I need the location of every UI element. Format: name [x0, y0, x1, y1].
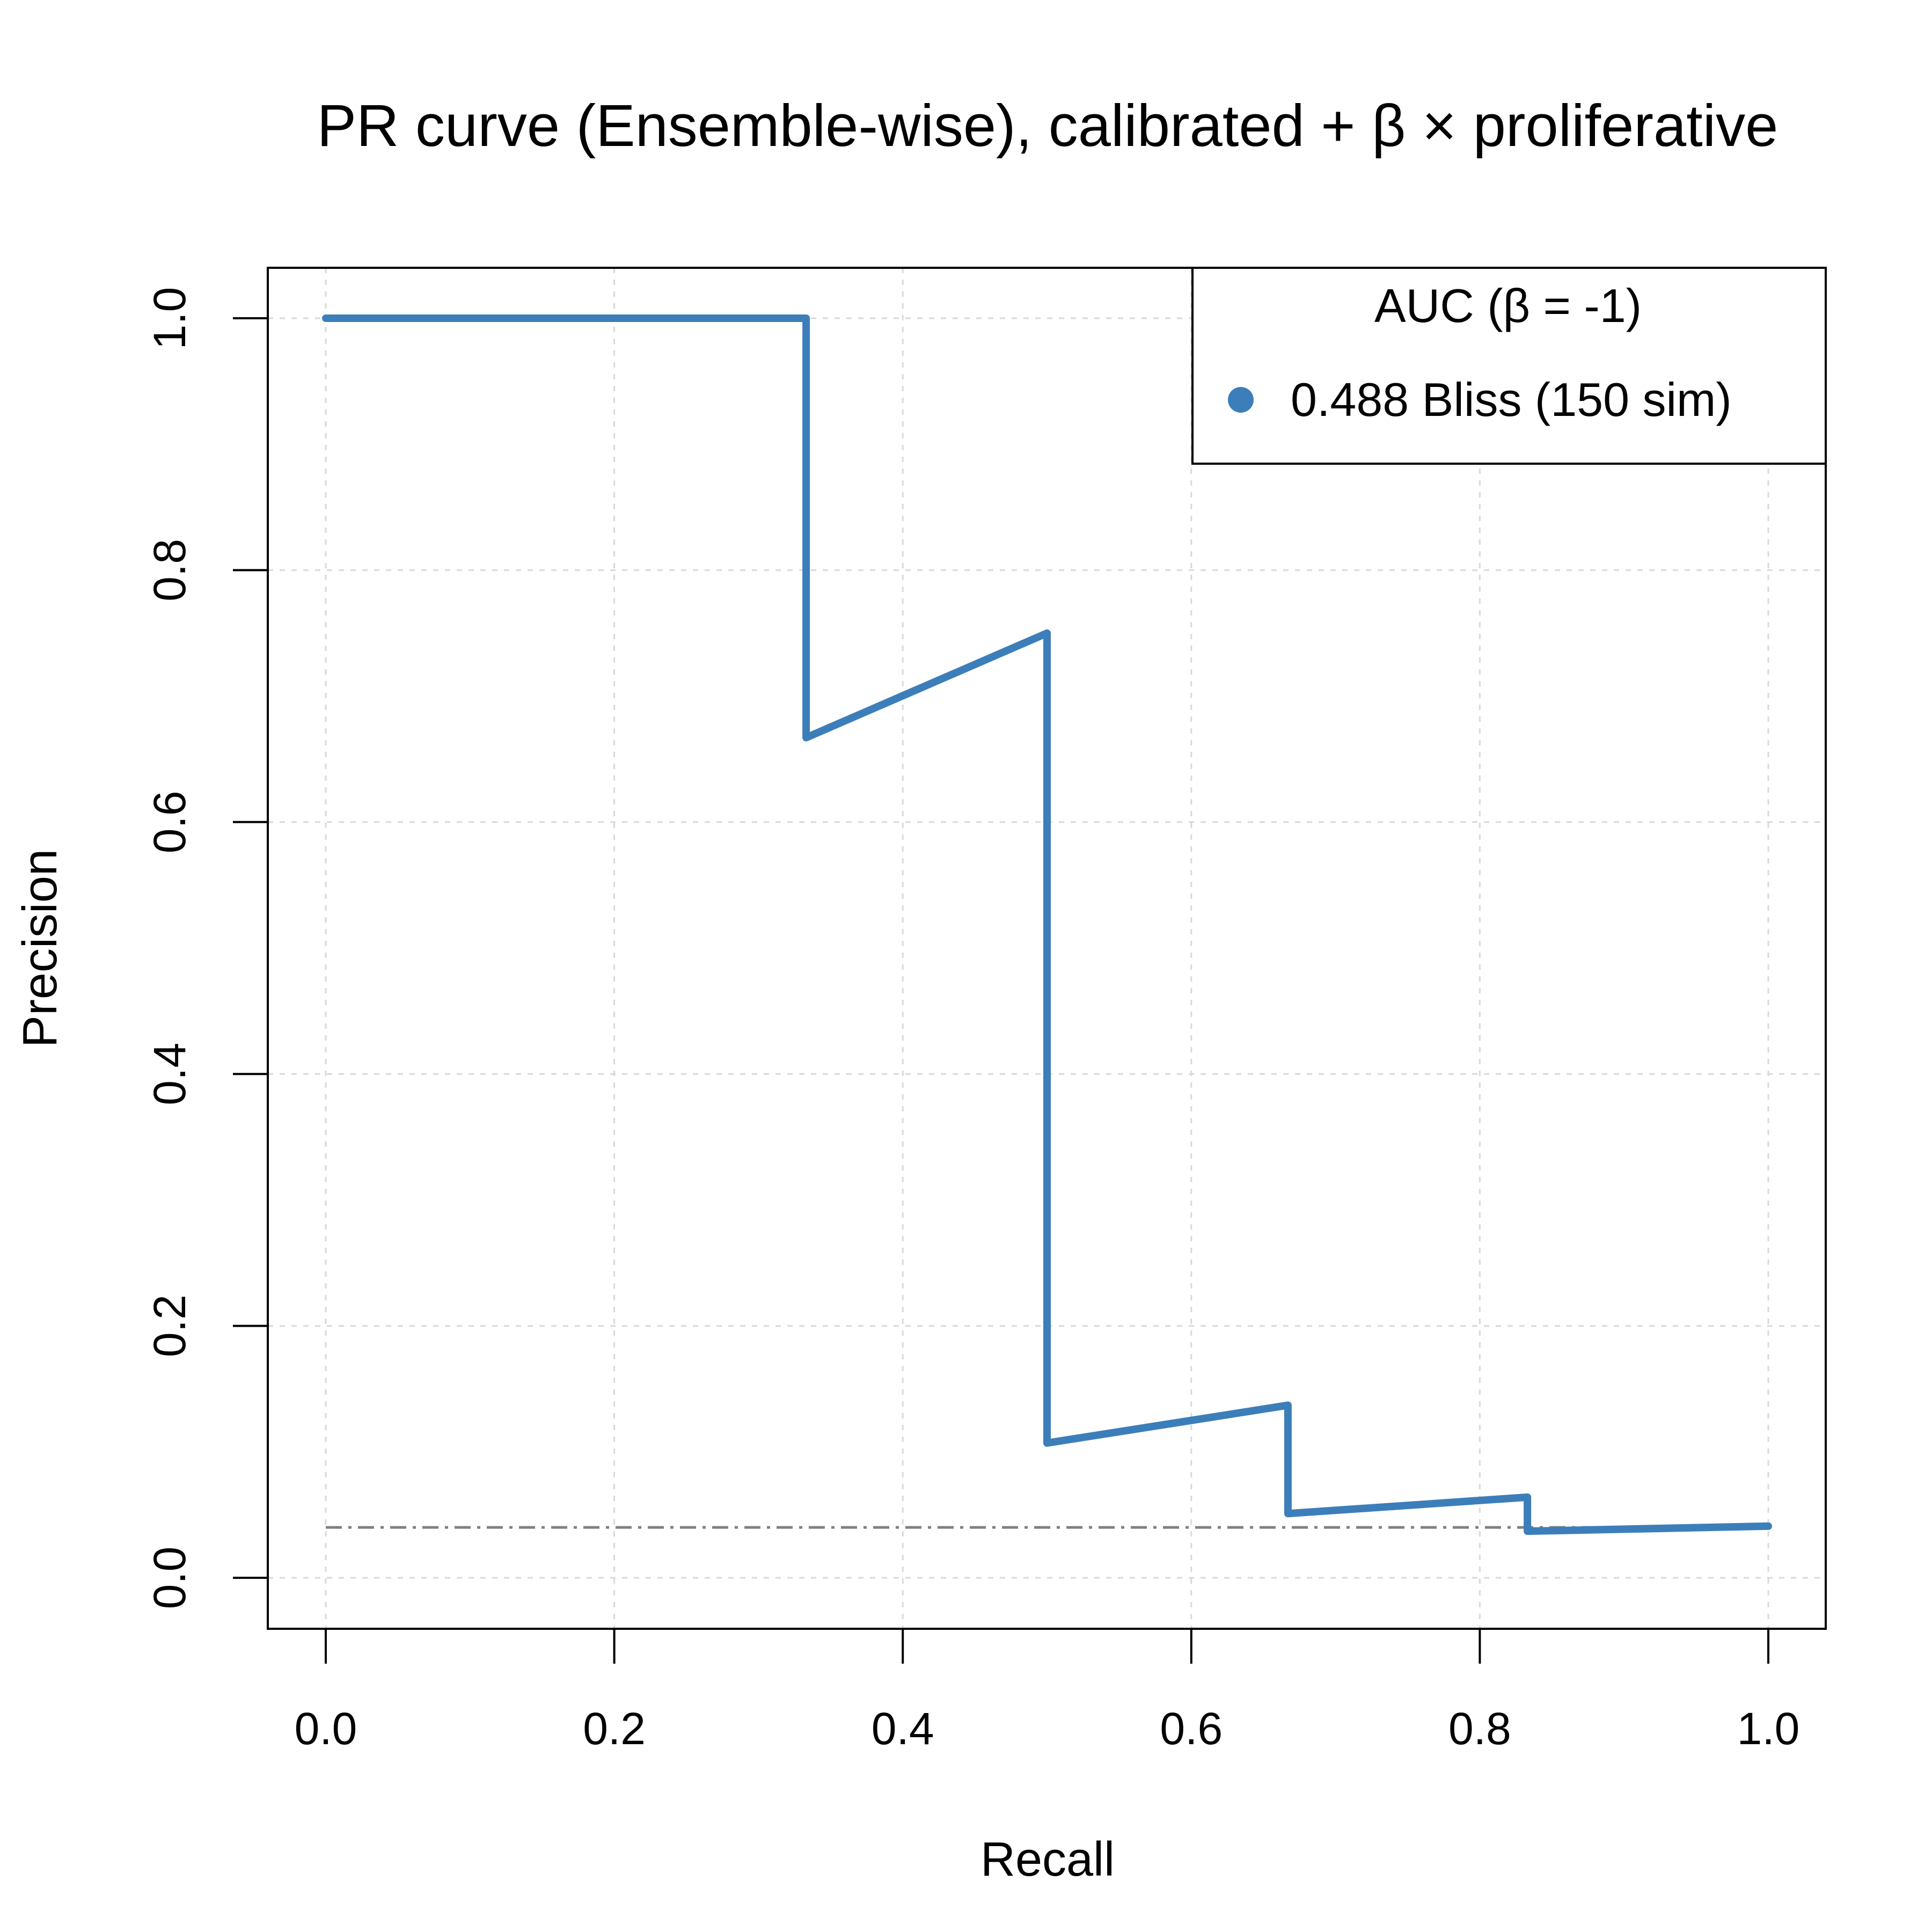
data-point: [1045, 631, 1049, 635]
y-tick-label: 0.6: [144, 791, 195, 853]
x-tick-label: 0.8: [1448, 1703, 1511, 1754]
legend-entry-label: 0.488 Bliss (150 sim): [1291, 373, 1732, 426]
legend-box: [1191, 267, 1827, 465]
y-axis-title: Precision: [13, 849, 67, 1048]
y-tick-label: 0.2: [144, 1294, 195, 1357]
x-tick-label: 0.6: [1160, 1703, 1223, 1754]
x-tick-label: 0.2: [583, 1703, 646, 1754]
legend: AUC (β = -1) 0.488 Bliss (150 sim): [1191, 267, 1827, 465]
y-tick-label: 1.0: [144, 287, 195, 350]
data-point: [1525, 1529, 1530, 1534]
legend-marker: [1228, 387, 1254, 413]
series-line: [322, 314, 1772, 1535]
data-point: [1285, 1511, 1290, 1516]
chart-title: PR curve (Ensemble-wise), calibrated + β…: [317, 93, 1779, 159]
data-point: [1766, 1524, 1770, 1528]
x-tick-label: 1.0: [1737, 1703, 1800, 1754]
grid-layer: [268, 268, 1826, 1629]
y-tick-label: 0.0: [144, 1547, 195, 1609]
data-point: [1045, 1440, 1049, 1445]
legend-title: AUC (β = -1): [1374, 279, 1642, 332]
data-point: [1285, 1403, 1290, 1408]
y-tick-label: 0.8: [144, 539, 195, 602]
x-axis: 0.0 0.2 0.4 0.6 0.8 1.0: [295, 1629, 1800, 1754]
y-tick-label: 0.4: [144, 1043, 195, 1106]
x-tick-label: 0.0: [295, 1703, 357, 1754]
series-layer: [322, 314, 1772, 1535]
data-point: [804, 316, 809, 320]
x-tick-label: 0.4: [872, 1703, 934, 1754]
plot-frame: [267, 267, 1827, 1630]
x-axis-title: Recall: [980, 1833, 1115, 1886]
y-axis: 0.0 0.2 0.4 0.6 0.8 1.0: [144, 287, 268, 1609]
data-point: [804, 735, 809, 740]
data-point: [324, 316, 328, 320]
data-point: [1525, 1495, 1530, 1499]
